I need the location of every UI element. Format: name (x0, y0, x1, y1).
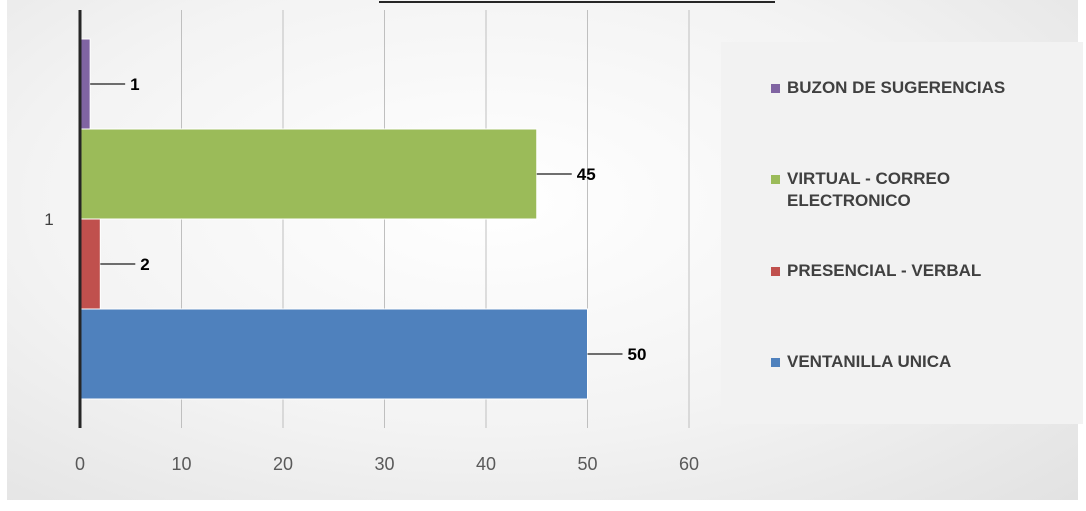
bar (79, 128, 538, 220)
x-tick-label: 20 (273, 454, 293, 474)
data-label: 2 (140, 255, 149, 274)
legend-item-buzon: BUZON DE SUGERENCIAS (771, 77, 1037, 99)
legend-swatch (771, 358, 780, 367)
legend-label: BUZON DE SUGERENCIAS (787, 78, 1006, 97)
bar (79, 38, 91, 130)
bar (79, 218, 101, 310)
x-tick-label: 30 (374, 454, 394, 474)
legend-label: PRESENCIAL - VERBAL (787, 261, 982, 280)
data-label: 50 (628, 345, 647, 364)
legend-item-presencial: PRESENCIAL - VERBAL (771, 260, 1037, 282)
legend-item-ventanilla: VENTANILLA UNICA (771, 351, 1037, 373)
legend-swatch (771, 175, 780, 184)
legend-label: VIRTUAL - CORREO ELECTRONICO (787, 169, 951, 210)
data-label: 1 (130, 75, 139, 94)
x-tick-label: 60 (679, 454, 699, 474)
x-tick-label: 0 (75, 454, 85, 474)
bar (79, 308, 588, 400)
legend-item-virtual: VIRTUAL - CORREO ELECTRONICO (771, 168, 977, 212)
legend-swatch (771, 84, 780, 93)
legend: BUZON DE SUGERENCIAS VIRTUAL - CORREO EL… (721, 42, 1083, 424)
x-tick-label: 10 (171, 454, 191, 474)
x-tick-label: 50 (577, 454, 597, 474)
chart-area: 50 2 45 1 1 0 10 20 30 40 50 60 BUZON DE SUGERENCIA… (7, 0, 1083, 500)
category-label: 1 (44, 210, 53, 229)
legend-label: VENTANILLA UNICA (787, 352, 952, 371)
x-tick-label: 40 (476, 454, 496, 474)
data-label: 45 (577, 165, 596, 184)
legend-swatch (771, 267, 780, 276)
